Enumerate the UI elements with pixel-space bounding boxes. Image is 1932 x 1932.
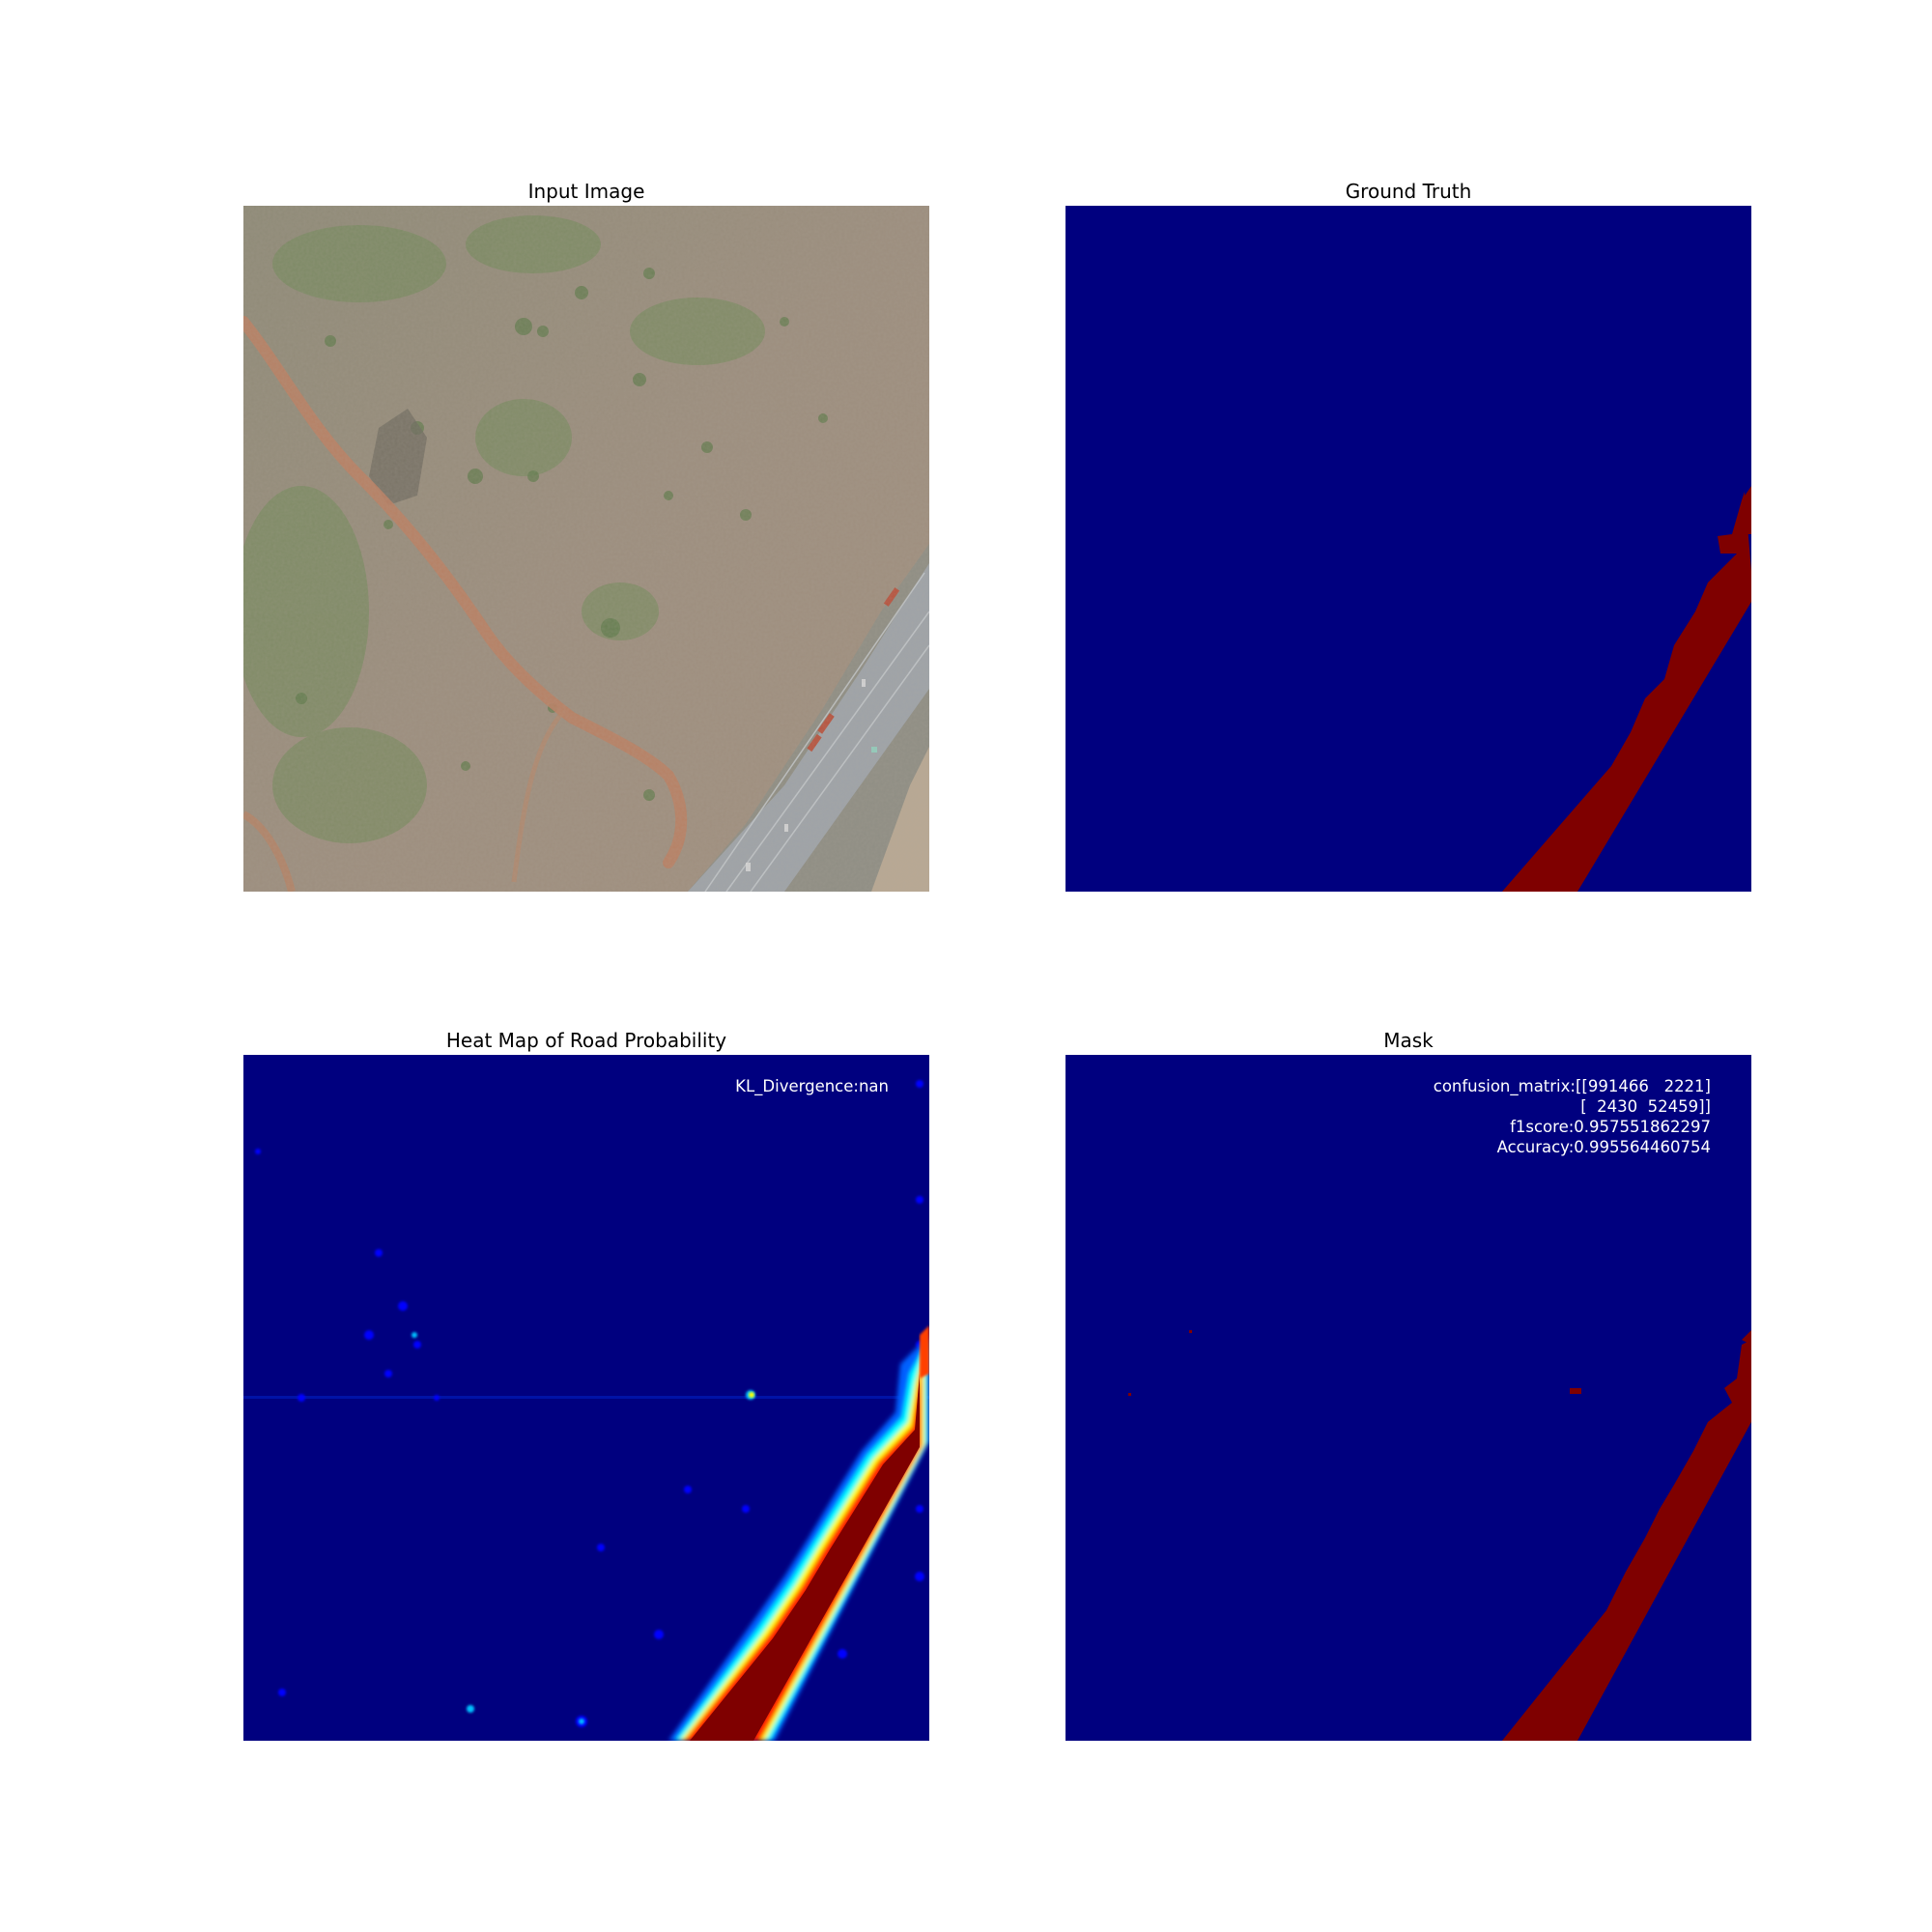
mask-title: Mask (1383, 1029, 1434, 1052)
ground-truth-title: Ground Truth (1345, 180, 1472, 203)
input-image (243, 206, 929, 892)
accuracy-label: Accuracy:0.995564460754 (1496, 1138, 1711, 1156)
kl-divergence-label: KL_Divergence:nan (735, 1077, 889, 1095)
f1score-label: f1score:0.957551862297 (1510, 1118, 1711, 1136)
heatmap: KL_Divergence:nan (243, 1055, 929, 1741)
background-class-region (1065, 1055, 1751, 1741)
input-image-title: Input Image (527, 180, 645, 203)
heatmap-title: Heat Map of Road Probability (445, 1029, 727, 1052)
aerial-photo (243, 206, 929, 892)
predicted-mask-image (1065, 1055, 1751, 1741)
confusion-matrix-annotation: confusion_matrix:[[991466 2221] [ 2430 52… (1434, 1076, 1711, 1157)
ground-truth (1065, 206, 1751, 892)
confusion-matrix-line-2: [ 2430 52459]] (1580, 1097, 1711, 1116)
probability-heatmap (243, 1055, 929, 1741)
predicted-mask: confusion_matrix:[[991466 2221] [ 2430 52… (1065, 1055, 1751, 1741)
background-class-region (1065, 206, 1751, 892)
ground-truth-mask (1065, 206, 1751, 892)
confusion-matrix-line-1: confusion_matrix:[[991466 2221] (1433, 1077, 1711, 1095)
